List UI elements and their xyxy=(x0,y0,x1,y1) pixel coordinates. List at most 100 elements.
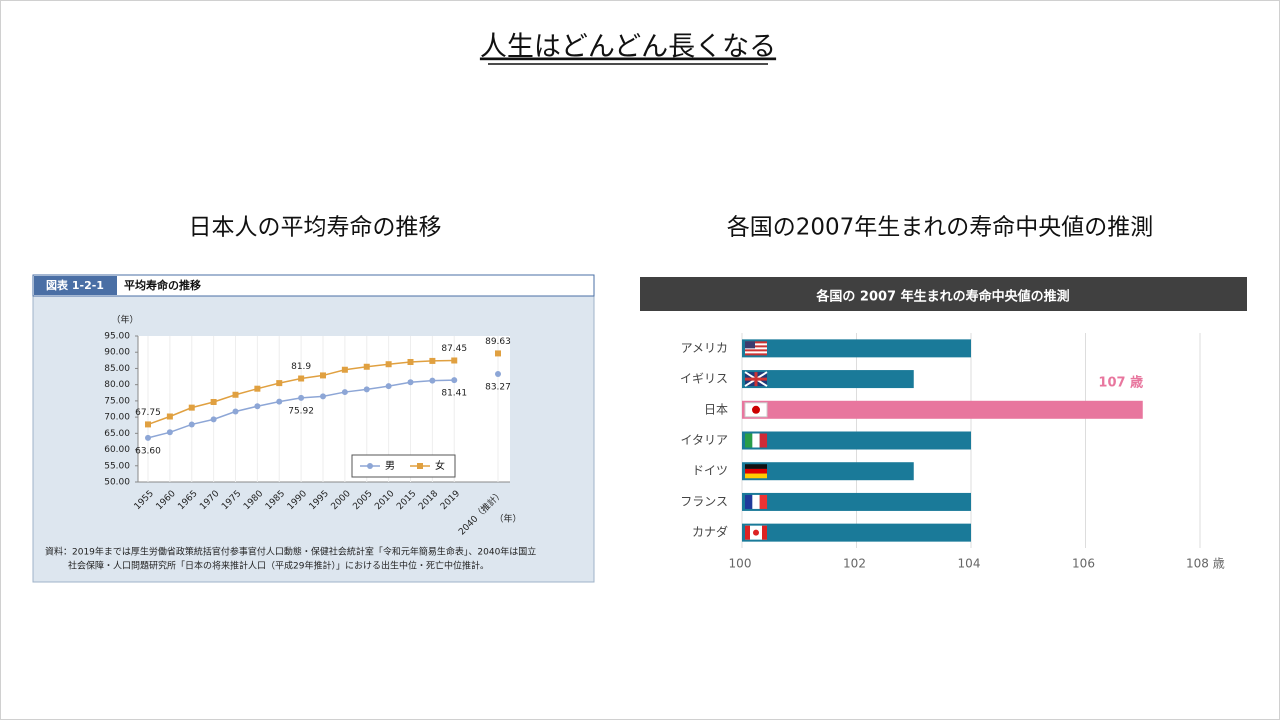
point xyxy=(145,434,151,441)
point xyxy=(298,375,305,382)
y-tick-label: フランス xyxy=(680,494,728,508)
data-label: 81.41 xyxy=(441,389,467,399)
y-tick-label: 60.00 xyxy=(104,445,130,455)
point xyxy=(188,421,195,428)
y-tick-label: イタリア xyxy=(680,433,728,447)
legend-marker xyxy=(417,463,423,469)
point xyxy=(429,377,436,384)
flag xyxy=(759,494,768,509)
y-tick-label: 50.00 xyxy=(104,478,130,488)
x-tick-label: 106 xyxy=(1072,557,1095,571)
chart1-title: 平均寿命の推移 xyxy=(124,278,201,292)
x-tick-label: 108 歳 xyxy=(1186,557,1225,571)
point xyxy=(254,385,261,392)
point xyxy=(341,389,348,396)
y-tick-label: カナダ xyxy=(692,524,728,539)
point xyxy=(385,361,392,368)
point xyxy=(320,393,326,400)
bar xyxy=(742,400,1143,419)
y-tick-label: 95.00 xyxy=(104,332,130,342)
flag xyxy=(752,494,760,509)
point xyxy=(166,413,173,420)
slide-title: 人生はどんどん長くなる xyxy=(480,32,776,63)
point xyxy=(341,366,348,373)
point xyxy=(210,416,217,423)
point xyxy=(407,379,414,386)
legend-label: 女 xyxy=(435,459,445,472)
legend-box xyxy=(351,454,456,478)
flag xyxy=(745,525,750,540)
y-tick-label: 65.00 xyxy=(104,429,130,439)
x-tick-label: 104 xyxy=(958,557,981,571)
point xyxy=(145,421,151,428)
flag xyxy=(759,433,768,448)
chart2-header xyxy=(640,277,1247,311)
flag xyxy=(745,341,755,349)
x-axis-label: （年） xyxy=(494,513,521,525)
data-label: 87.45 xyxy=(441,344,467,354)
point xyxy=(254,403,261,410)
bar xyxy=(742,462,914,481)
note-line: 社会保障・人口問題研究所「日本の将来推計人口（平成29年推計）」における出生中位… xyxy=(68,560,489,572)
bar xyxy=(742,370,914,389)
bar xyxy=(742,492,971,511)
flag xyxy=(745,433,753,448)
chart1-header xyxy=(32,274,595,297)
chart1-header-label-bg xyxy=(34,276,117,295)
flag xyxy=(745,464,767,469)
y-tick-label: 80.00 xyxy=(104,380,130,390)
point xyxy=(210,398,217,405)
point xyxy=(363,363,370,370)
point xyxy=(166,429,173,436)
point xyxy=(276,380,283,387)
point xyxy=(407,358,414,365)
flag xyxy=(745,473,767,479)
y-tick-label: 75.00 xyxy=(104,396,130,406)
flag xyxy=(762,525,767,540)
data-label: 67.75 xyxy=(135,408,161,418)
y-tick-label: 55.00 xyxy=(104,461,130,471)
y-tick-label: 日本 xyxy=(704,402,728,416)
legend-label: 男 xyxy=(385,460,395,472)
chart2-title: 各国の 2007 年生まれの寿命中央値の推測 xyxy=(815,289,1069,305)
flag xyxy=(752,433,760,448)
bar xyxy=(742,431,971,450)
x-tick-label: 100 xyxy=(729,557,752,571)
y-tick-label: 85.00 xyxy=(104,364,130,374)
flag xyxy=(753,529,759,536)
point xyxy=(188,404,195,411)
point xyxy=(320,372,326,379)
data-label: 81.9 xyxy=(291,362,311,372)
point xyxy=(276,398,283,405)
y-tick-label: 90.00 xyxy=(104,348,130,358)
bar xyxy=(742,339,971,358)
point xyxy=(495,350,501,357)
x-tick-label: 102 xyxy=(843,557,866,571)
point xyxy=(232,408,239,415)
y-axis-label: （年） xyxy=(111,314,138,326)
y-tick-label: イギリス xyxy=(680,372,728,386)
point xyxy=(451,357,458,364)
y-tick-label: ドイツ xyxy=(692,464,728,478)
left-heading: 日本人の平均寿命の推移 xyxy=(189,215,442,241)
data-label: 83.27 xyxy=(485,383,511,393)
y-tick-label: 70.00 xyxy=(104,413,130,423)
chart1-header-label: 図表 1-2-1 xyxy=(46,278,104,292)
flag xyxy=(752,405,760,414)
point xyxy=(363,386,370,393)
flag xyxy=(745,351,767,354)
point xyxy=(495,371,501,378)
data-label: 75.92 xyxy=(288,406,314,416)
flag xyxy=(745,494,753,509)
flag xyxy=(745,468,767,474)
point xyxy=(429,357,436,364)
y-tick-label: アメリカ xyxy=(681,341,728,355)
note-line: 資料：2019年までは厚生労働省政策統括官付参事官付人口動態・保健社会統計室「令… xyxy=(45,546,536,558)
flag xyxy=(745,343,767,346)
point xyxy=(298,394,305,401)
data-label: 107 歳 xyxy=(1098,374,1143,390)
point xyxy=(451,377,458,384)
point xyxy=(385,383,392,390)
point xyxy=(232,391,239,398)
